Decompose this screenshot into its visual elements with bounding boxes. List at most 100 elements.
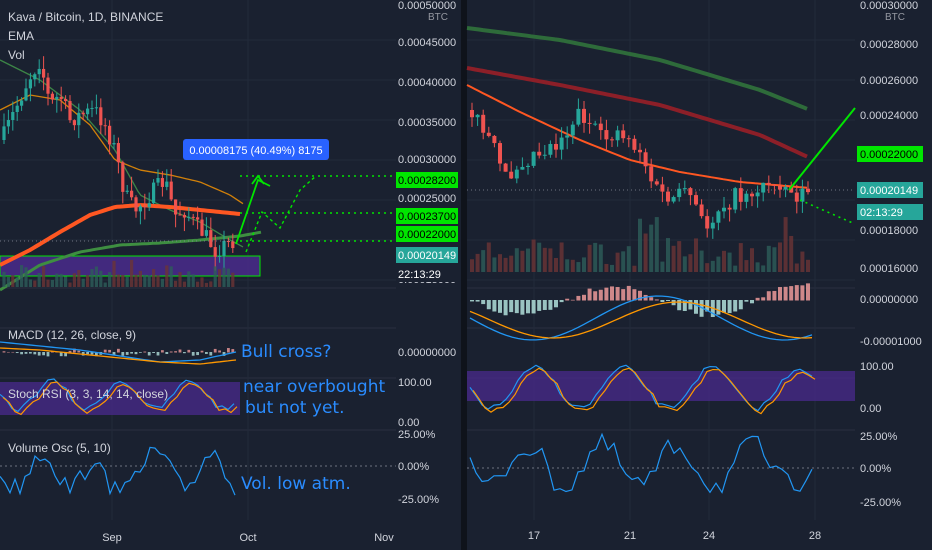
candle-body: [28, 79, 32, 89]
macd-line: [0, 341, 237, 363]
macd-bar: [59, 352, 63, 357]
measure-box: [183, 139, 329, 160]
left-candles: [2, 56, 235, 271]
candle-body: [222, 240, 226, 256]
candle-body: [744, 193, 749, 202]
volume-bar: [677, 241, 682, 272]
volume-bar: [64, 276, 68, 287]
right-price-axis-label: 0.00028000: [860, 39, 918, 51]
macd-bar: [654, 299, 659, 301]
macd-bar: [733, 300, 738, 312]
candle-body: [492, 135, 497, 144]
volume-bar: [156, 275, 160, 287]
candle-body: [15, 105, 19, 113]
macd-bar: [95, 352, 98, 357]
volume-bar: [147, 275, 151, 287]
right-macd-signal-line: [469, 301, 813, 339]
candle-body: [64, 99, 68, 102]
candle-body: [498, 143, 502, 164]
macd-bar: [503, 300, 508, 316]
volume-bar: [174, 280, 178, 287]
candle-body: [103, 125, 107, 127]
left-price-tag: [396, 226, 458, 242]
candle-body: [727, 207, 732, 210]
right-ema-red-line: [466, 66, 808, 159]
right-macd-line: [469, 295, 813, 341]
volume-bar: [226, 268, 230, 287]
volume-bar: [570, 259, 575, 272]
volume-bar: [72, 273, 76, 287]
candle-body: [42, 68, 46, 78]
right-price-tag-text: 0.00022000: [860, 149, 918, 161]
candle-body: [196, 217, 200, 220]
candle-body: [475, 114, 480, 118]
macd-bar: [598, 289, 603, 301]
volume-bar: [621, 251, 626, 272]
candle-body: [108, 125, 112, 145]
candle-body: [794, 192, 799, 202]
macd-bar: [29, 352, 32, 354]
vol-legend[interactable]: Vol: [8, 48, 25, 62]
macd-bar: [33, 352, 37, 355]
macd-bar: [610, 286, 614, 301]
left-price-axis-label: 0.00050000: [398, 0, 456, 12]
macd-bar: [147, 352, 151, 356]
volume-bar: [643, 233, 648, 272]
volume-bar: [204, 282, 208, 287]
candle-body: [705, 216, 710, 229]
macd-bar: [554, 300, 558, 308]
candle-body: [722, 207, 726, 212]
candle-body: [33, 74, 37, 80]
candle-body: [660, 184, 665, 192]
volume-bar: [598, 244, 603, 272]
macd-bar: [121, 352, 125, 356]
macd-bar: [486, 300, 491, 310]
volume-bar: [178, 272, 182, 287]
left-price-tag: [396, 208, 458, 224]
macd-bar: [475, 300, 480, 302]
macd-bar: [761, 297, 766, 301]
volume-bar: [716, 256, 721, 272]
volume-bar: [744, 260, 749, 272]
candle-body: [86, 108, 90, 115]
volume-bar: [42, 265, 46, 287]
stoch-rsi-legend[interactable]: Stoch RSI (3, 3, 14, 14, close): [8, 387, 169, 401]
volume-bar: [503, 257, 508, 272]
candle-body: [638, 149, 642, 153]
volume-bar: [772, 247, 777, 272]
candle-body: [789, 186, 794, 193]
macd-legend[interactable]: MACD (12, 26, close, 9): [8, 328, 137, 342]
volume-bar: [537, 242, 542, 272]
volume-bar: [169, 266, 173, 287]
macd-bar: [582, 294, 586, 301]
right-price-tag: [857, 146, 923, 162]
volume-bar: [143, 274, 147, 287]
symbol-title[interactable]: Kava / Bitcoin, 1D, BINANCE: [8, 10, 164, 24]
left-price-axis-label: 0.00035000: [398, 117, 456, 129]
right-ema-orange-line: [466, 84, 808, 189]
candle-body: [147, 203, 151, 208]
ema-long-line: [0, 230, 262, 292]
volume-bar: [699, 250, 704, 272]
candle-body: [90, 107, 94, 109]
candle-body: [209, 230, 213, 248]
volume-osc-legend[interactable]: Volume Osc (5, 10): [8, 441, 111, 455]
left-price-axis-label: 0.00030000: [398, 154, 456, 166]
candle-body: [783, 186, 788, 190]
macd-bar: [570, 299, 575, 301]
macd-bar: [139, 352, 142, 353]
ema-legend[interactable]: EMA: [8, 29, 35, 43]
candle-body: [231, 241, 235, 249]
volume-bar: [11, 275, 15, 287]
right-time-label: 24: [703, 530, 715, 542]
stoch-d-line: [2, 381, 238, 416]
candle-body: [59, 96, 63, 100]
candle-body: [649, 166, 654, 182]
macd-bar: [218, 350, 221, 353]
macd-bar: [11, 351, 15, 353]
candle-body: [55, 96, 59, 100]
volume-bar: [531, 239, 536, 272]
volume-bar: [116, 274, 120, 287]
right-price-axis-label: 0.00018000: [860, 225, 918, 237]
